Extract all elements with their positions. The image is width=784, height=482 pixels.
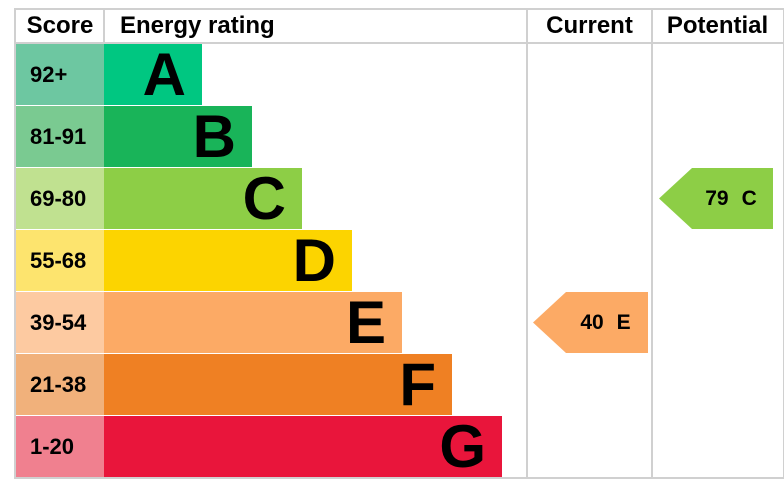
band-letter-f: F bbox=[399, 350, 436, 418]
band-row-c: 69-80 C bbox=[16, 168, 783, 229]
band-row-d: 55-68 D bbox=[16, 230, 783, 291]
current-rating-value: 40 bbox=[580, 310, 604, 334]
band-letter-d: D bbox=[292, 226, 336, 294]
band-row-a: 92+ A bbox=[16, 44, 783, 105]
potential-column-divider bbox=[651, 10, 653, 477]
score-column-header: Score bbox=[26, 12, 94, 39]
band-row-f: 21-38 F bbox=[16, 354, 783, 415]
energy-band-bar-d: D bbox=[104, 230, 352, 291]
chart-frame: Score Energy rating Current Potential 92… bbox=[14, 8, 784, 479]
score-range-b: 81-91 bbox=[16, 106, 104, 167]
current-rating-letter: E bbox=[616, 310, 631, 334]
band-row-g: 1-20 G bbox=[16, 416, 783, 477]
band-row-e: 39-54 E bbox=[16, 292, 783, 353]
score-range-d: 55-68 bbox=[16, 230, 104, 291]
potential-rating-letter: C bbox=[741, 186, 757, 210]
score-header-divider bbox=[103, 10, 105, 42]
potential-rating-value: 79 bbox=[705, 186, 729, 210]
score-range-f: 21-38 bbox=[16, 354, 104, 415]
energy-band-bar-b: B bbox=[104, 106, 252, 167]
band-letter-c: C bbox=[242, 164, 286, 232]
energy-rating-column-header: Energy rating bbox=[120, 12, 275, 39]
energy-band-bar-f: F bbox=[104, 354, 452, 415]
band-letter-g: G bbox=[439, 412, 486, 480]
band-row-b: 81-91 B bbox=[16, 106, 783, 167]
energy-band-bar-e: E bbox=[104, 292, 402, 353]
band-letter-b: B bbox=[192, 102, 236, 170]
score-range-g: 1-20 bbox=[16, 416, 104, 477]
band-letter-e: E bbox=[345, 288, 386, 356]
energy-band-bar-c: C bbox=[104, 168, 302, 229]
score-range-e: 39-54 bbox=[16, 292, 104, 353]
current-column-divider bbox=[526, 10, 528, 477]
band-letter-a: A bbox=[142, 40, 186, 108]
header-row: Score Energy rating Current Potential bbox=[16, 10, 783, 42]
energy-band-bar-g: G bbox=[104, 416, 502, 477]
score-range-c: 69-80 bbox=[16, 168, 104, 229]
energy-band-bar-a: A bbox=[104, 44, 202, 105]
current-column-header: Current bbox=[546, 12, 633, 39]
header-bottom-border bbox=[16, 42, 783, 44]
potential-column-header: Potential bbox=[666, 12, 769, 39]
score-range-a: 92+ bbox=[16, 44, 104, 105]
